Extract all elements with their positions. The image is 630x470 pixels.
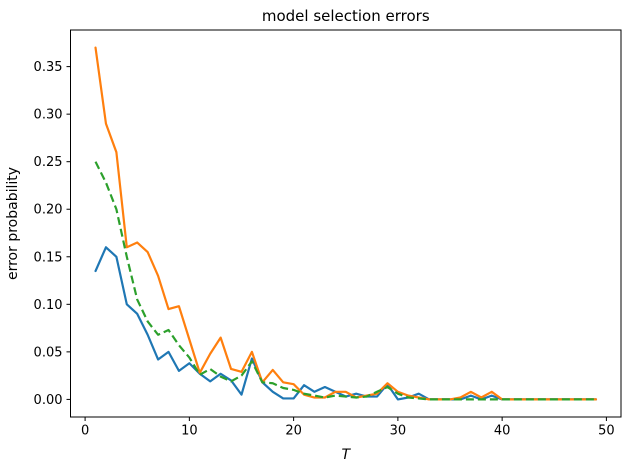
chart-title: model selection errors [262,7,430,25]
plot-area [70,29,622,418]
x-tick-label: 0 [81,424,89,439]
x-tick-label: 10 [181,424,198,439]
y-tick-label: 0.05 [34,345,63,360]
y-axis-label: error probability [5,167,21,280]
series-orange-solid [94,46,598,401]
x-tick-label: 50 [598,424,615,439]
y-tick-label: 0.20 [34,203,63,218]
x-tick-label: 40 [494,424,511,439]
y-tick-label: 0.00 [34,393,63,408]
x-tick-label: 30 [390,424,407,439]
y-tick-label: 0.30 [34,108,63,123]
x-tick-label: 20 [285,424,302,439]
y-tick-label: 0.25 [34,155,63,170]
x-axis-label: T [341,447,351,463]
y-tick-label: 0.10 [34,298,63,313]
series-green-dashed [94,161,596,401]
y-tick-label: 0.35 [34,60,63,75]
y-tick-label: 0.15 [34,250,63,265]
